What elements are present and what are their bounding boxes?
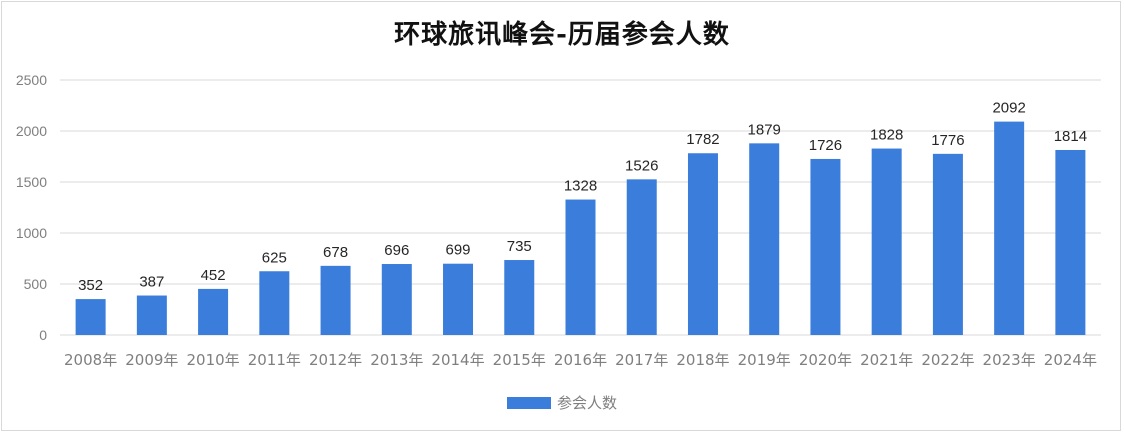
data-label: 2092 — [992, 100, 1025, 117]
x-tick-label: 2023年 — [983, 351, 1036, 369]
x-tick-label: 2018年 — [676, 351, 729, 369]
data-label: 1726 — [809, 137, 842, 154]
x-tick-label: 2012年 — [309, 351, 362, 369]
bars — [75, 121, 1086, 335]
bar — [443, 263, 474, 335]
x-tick-label: 2011年 — [248, 351, 301, 369]
bar — [259, 271, 290, 335]
bar — [198, 288, 229, 335]
x-tick-label: 2024年 — [1044, 351, 1097, 369]
x-tick-label: 2021年 — [860, 351, 913, 369]
legend: 参会人数 — [0, 392, 1124, 413]
data-label: 352 — [78, 277, 103, 294]
x-tick-label: 2008年 — [64, 351, 117, 369]
bar — [1055, 149, 1086, 335]
bar — [932, 153, 963, 335]
x-tick-label: 2015年 — [493, 351, 546, 369]
data-label: 625 — [262, 249, 287, 266]
legend-swatch — [506, 396, 551, 409]
data-label: 1782 — [686, 131, 719, 148]
bar — [810, 158, 841, 335]
data-label: 1526 — [625, 157, 658, 174]
y-tick-label: 2500 — [16, 72, 47, 88]
data-label: 696 — [384, 242, 409, 259]
bar — [504, 260, 535, 335]
y-tick-label: 2000 — [16, 123, 47, 139]
bar — [687, 153, 718, 335]
bar — [749, 143, 780, 335]
data-label: 1328 — [564, 178, 597, 195]
bar — [994, 121, 1025, 335]
x-axis-ticks: 2008年 2009年 2010年 2011年 2012年 2013年 2014年 2015年… — [64, 351, 1097, 369]
data-labels: 352 387 452 625 678 696 699 735 1328 1526 1782 1879… — [78, 100, 1087, 294]
bar — [565, 199, 596, 335]
x-tick-label: 2010年 — [186, 351, 239, 369]
bar — [136, 295, 167, 335]
data-label: 1828 — [870, 127, 903, 144]
y-tick-label: 0 — [39, 327, 47, 343]
x-tick-label: 2022年 — [921, 351, 974, 369]
y-tick-label: 500 — [24, 276, 48, 292]
data-label: 678 — [323, 244, 348, 261]
chart-title: 环球旅讯峰会-历届参会人数 — [394, 20, 730, 50]
y-axis-ticks: 0 500 1000 1500 2000 2500 — [16, 72, 47, 343]
x-tick-label: 2009年 — [125, 351, 178, 369]
data-label: 452 — [201, 267, 226, 284]
data-label: 699 — [446, 242, 471, 259]
y-tick-label: 1000 — [16, 225, 47, 241]
y-tick-label: 1500 — [16, 174, 47, 190]
bar — [626, 179, 657, 335]
bar — [871, 148, 902, 335]
x-tick-label: 2016年 — [554, 351, 607, 369]
data-label: 735 — [507, 238, 532, 255]
data-label: 1814 — [1054, 128, 1087, 145]
bar — [75, 299, 106, 335]
data-label: 1776 — [931, 132, 964, 149]
legend-label: 参会人数 — [556, 394, 617, 412]
data-label: 1879 — [748, 121, 781, 138]
x-tick-label: 2019年 — [738, 351, 791, 369]
data-label: 387 — [139, 274, 164, 291]
x-tick-label: 2013年 — [370, 351, 423, 369]
bar — [320, 265, 351, 335]
bar — [381, 264, 412, 335]
x-tick-label: 2017年 — [615, 351, 668, 369]
x-tick-label: 2014年 — [431, 351, 484, 369]
x-tick-label: 2020年 — [799, 351, 852, 369]
